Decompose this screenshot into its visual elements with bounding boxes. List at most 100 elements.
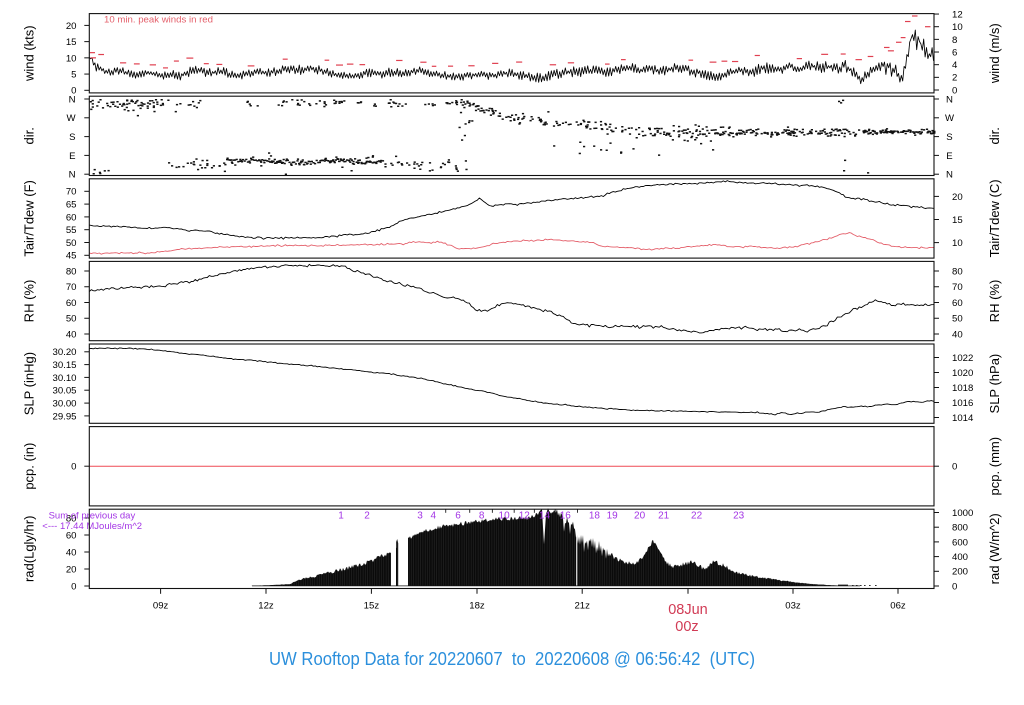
svg-text:20: 20: [66, 564, 77, 575]
svg-text:30.15: 30.15: [52, 360, 76, 371]
svg-text:50: 50: [66, 238, 77, 249]
svg-text:20: 20: [66, 21, 77, 32]
svg-text:E: E: [946, 151, 952, 162]
svg-text:10: 10: [952, 238, 963, 249]
svg-text:80: 80: [66, 513, 77, 524]
svg-text:0: 0: [952, 85, 957, 96]
svg-text:12: 12: [519, 511, 531, 522]
svg-text:40: 40: [952, 329, 963, 340]
svg-text:SLP (hPa): SLP (hPa): [987, 354, 1002, 414]
svg-text:1: 1: [338, 511, 344, 522]
svg-text:15: 15: [952, 215, 963, 226]
svg-text:10: 10: [499, 511, 511, 522]
svg-text:20: 20: [634, 511, 646, 522]
svg-text:10: 10: [66, 53, 77, 64]
svg-text:3: 3: [417, 511, 423, 522]
svg-text:1020: 1020: [952, 368, 973, 379]
svg-text:4: 4: [952, 60, 958, 71]
svg-text:14: 14: [539, 511, 551, 522]
svg-text:19: 19: [607, 511, 619, 522]
svg-text:09z: 09z: [153, 600, 169, 611]
svg-text:22: 22: [691, 511, 703, 522]
svg-text:E: E: [69, 151, 75, 162]
svg-text:<--- 17.44 MJoules/m^2: <--- 17.44 MJoules/m^2: [42, 521, 142, 532]
svg-text:wind (m/s): wind (m/s): [987, 23, 1002, 84]
svg-text:70: 70: [66, 187, 77, 198]
svg-text:0: 0: [952, 462, 957, 473]
svg-text:1018: 1018: [952, 383, 973, 394]
svg-text:400: 400: [952, 552, 968, 563]
svg-text:pcp. (in): pcp. (in): [22, 443, 37, 490]
svg-text:10: 10: [952, 22, 963, 33]
svg-text:4: 4: [431, 511, 437, 522]
svg-text:1022: 1022: [952, 353, 973, 364]
svg-text:8: 8: [479, 511, 485, 522]
svg-text:70: 70: [66, 282, 77, 293]
svg-text:600: 600: [952, 537, 968, 548]
svg-text:dir.: dir.: [987, 127, 1002, 144]
svg-text:200: 200: [952, 567, 968, 578]
svg-text:60: 60: [66, 298, 77, 309]
svg-text:2: 2: [364, 511, 370, 522]
svg-text:N: N: [69, 170, 76, 181]
svg-text:06z: 06z: [890, 600, 906, 611]
svg-text:5: 5: [71, 69, 76, 80]
svg-text:70: 70: [952, 282, 963, 293]
svg-text:30.20: 30.20: [52, 347, 76, 358]
svg-text:15z: 15z: [364, 600, 380, 611]
svg-text:0: 0: [71, 462, 76, 473]
svg-text:Sum of previous day: Sum of previous day: [49, 510, 136, 521]
svg-text:21: 21: [658, 511, 670, 522]
svg-text:Tair/Tdew (C): Tair/Tdew (C): [987, 179, 1002, 257]
svg-text:N: N: [69, 94, 76, 105]
svg-text:29.95: 29.95: [52, 411, 76, 422]
svg-text:20: 20: [952, 192, 963, 203]
svg-text:N: N: [946, 170, 953, 181]
svg-text:6: 6: [952, 47, 957, 58]
svg-text:15: 15: [66, 37, 77, 48]
svg-text:0: 0: [952, 581, 957, 592]
svg-text:30.00: 30.00: [52, 399, 76, 410]
svg-text:rad(Lgly/hr): rad(Lgly/hr): [22, 516, 37, 582]
svg-text:12: 12: [952, 9, 963, 20]
svg-text:18z: 18z: [469, 600, 485, 611]
svg-text:50: 50: [952, 314, 963, 325]
svg-text:80: 80: [66, 266, 77, 277]
svg-text:1016: 1016: [952, 398, 973, 409]
svg-text:65: 65: [66, 200, 77, 211]
svg-text:W: W: [66, 113, 76, 124]
svg-text:21z: 21z: [574, 600, 590, 611]
svg-text:23: 23: [733, 511, 745, 522]
svg-text:2: 2: [952, 73, 957, 84]
svg-text:60: 60: [66, 212, 77, 223]
svg-text:18: 18: [589, 511, 601, 522]
svg-text:dir.: dir.: [22, 127, 37, 144]
svg-text:0: 0: [71, 581, 76, 592]
svg-text:10 min. peak winds in red: 10 min. peak winds in red: [104, 14, 213, 24]
svg-text:60: 60: [952, 298, 963, 309]
svg-text:55: 55: [66, 225, 77, 236]
svg-text:80: 80: [952, 266, 963, 277]
svg-text:S: S: [69, 132, 75, 143]
svg-text:SLP (inHg): SLP (inHg): [22, 352, 37, 415]
svg-text:RH (%): RH (%): [987, 280, 1002, 323]
svg-text:S: S: [946, 132, 952, 143]
svg-text:30.05: 30.05: [52, 386, 76, 397]
svg-text:Tair/Tdew (F): Tair/Tdew (F): [22, 180, 37, 257]
svg-text:0: 0: [71, 86, 76, 97]
svg-text:pcp. (mm): pcp. (mm): [987, 437, 1002, 496]
svg-text:8: 8: [952, 35, 957, 46]
svg-text:40: 40: [66, 547, 77, 558]
svg-text:1000: 1000: [952, 508, 973, 519]
svg-text:03z: 03z: [785, 600, 801, 611]
svg-text:rad (W/m^2): rad (W/m^2): [987, 513, 1002, 584]
svg-text:12z: 12z: [258, 600, 274, 611]
svg-text:800: 800: [952, 523, 968, 534]
svg-text:30.10: 30.10: [52, 373, 76, 384]
svg-text:wind (kts): wind (kts): [22, 25, 37, 82]
svg-text:00z: 00z: [675, 619, 698, 635]
svg-text:40: 40: [66, 329, 77, 340]
svg-text:UW Rooftop Data for 20220607: UW Rooftop Data for 20220607 to 20220608…: [269, 649, 755, 669]
svg-text:RH (%): RH (%): [22, 280, 37, 323]
svg-text:08Jun: 08Jun: [668, 602, 708, 618]
